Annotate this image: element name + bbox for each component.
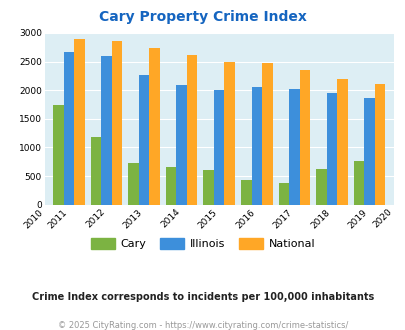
Bar [112,41,122,205]
Bar [224,62,234,205]
Bar [166,167,176,205]
Bar [353,161,363,205]
Bar [288,89,299,205]
Bar [213,90,224,205]
Bar [149,48,160,205]
Bar [374,84,384,205]
Bar [91,137,101,205]
Bar [261,63,272,205]
Legend: Cary, Illinois, National: Cary, Illinois, National [86,234,319,253]
Bar [336,79,347,205]
Bar [278,183,288,205]
Text: Crime Index corresponds to incidents per 100,000 inhabitants: Crime Index corresponds to incidents per… [32,292,373,302]
Bar [139,75,149,205]
Text: Cary Property Crime Index: Cary Property Crime Index [99,10,306,24]
Bar [241,180,251,205]
Bar [251,87,261,205]
Bar [176,85,186,205]
Bar [128,163,139,205]
Text: © 2025 CityRating.com - https://www.cityrating.com/crime-statistics/: © 2025 CityRating.com - https://www.city… [58,321,347,330]
Bar [363,98,374,205]
Bar [299,70,309,205]
Bar [315,169,326,205]
Bar [101,56,112,205]
Bar [203,170,213,205]
Bar [74,39,85,205]
Bar [64,52,74,205]
Bar [186,55,197,205]
Bar [326,93,336,205]
Bar [53,105,64,205]
